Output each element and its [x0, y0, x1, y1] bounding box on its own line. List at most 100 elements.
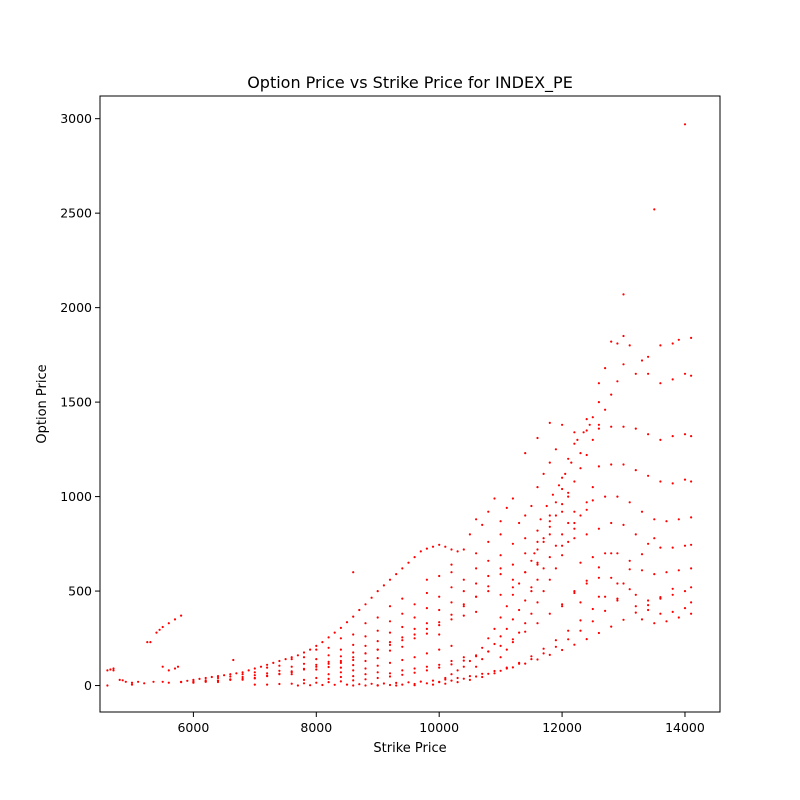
data-point	[388, 605, 392, 608]
data-point	[622, 618, 625, 621]
data-point	[536, 561, 539, 564]
y-tick-label: 1000	[60, 489, 92, 504]
data-point	[554, 639, 558, 642]
data-point	[296, 684, 299, 687]
data-point	[481, 523, 484, 527]
data-point	[567, 491, 570, 494]
data-point	[585, 579, 588, 582]
data-point	[597, 382, 601, 385]
data-point	[585, 533, 588, 536]
data-point	[505, 605, 508, 608]
data-point	[266, 666, 269, 669]
data-point	[475, 610, 478, 614]
data-point	[561, 423, 564, 426]
data-point	[419, 550, 422, 553]
data-point	[511, 641, 514, 644]
data-point	[401, 673, 404, 676]
data-point	[315, 663, 318, 666]
data-point	[388, 631, 392, 634]
data-point	[137, 680, 140, 683]
data-point	[438, 680, 441, 683]
data-point	[413, 656, 416, 659]
data-point	[570, 461, 573, 464]
data-point	[530, 655, 533, 658]
data-point	[683, 123, 687, 126]
data-point	[364, 684, 367, 687]
data-point	[591, 416, 594, 419]
data-point	[622, 363, 625, 366]
data-point	[548, 514, 551, 517]
data-point	[690, 586, 693, 589]
data-point	[536, 601, 539, 604]
data-point	[266, 674, 269, 677]
data-point	[266, 683, 269, 686]
data-point	[548, 556, 551, 559]
data-point	[628, 588, 631, 591]
data-point	[130, 681, 134, 684]
data-point	[241, 671, 244, 674]
data-point	[616, 495, 619, 498]
data-point	[352, 615, 355, 618]
data-point	[146, 641, 149, 644]
data-point	[542, 537, 545, 540]
data-point	[659, 546, 662, 549]
data-point	[315, 658, 318, 661]
data-point	[640, 510, 644, 513]
data-point	[487, 559, 490, 562]
data-point	[327, 681, 330, 684]
data-point	[524, 452, 527, 455]
data-point	[573, 591, 576, 595]
data-point	[395, 573, 398, 576]
data-point	[610, 521, 613, 525]
data-point	[302, 662, 306, 665]
data-point	[444, 676, 447, 680]
data-point	[548, 461, 551, 464]
data-point	[567, 495, 570, 498]
data-point	[677, 569, 680, 572]
data-point	[475, 665, 478, 668]
data-point	[315, 648, 318, 651]
data-point	[683, 372, 687, 375]
data-point	[235, 672, 238, 675]
data-point	[173, 667, 177, 670]
data-point	[610, 625, 613, 628]
data-point	[671, 435, 674, 438]
data-point	[690, 516, 693, 519]
data-point	[425, 622, 428, 625]
data-point	[395, 681, 398, 685]
data-point	[339, 637, 342, 640]
data-point	[542, 567, 545, 570]
data-point	[388, 578, 392, 581]
data-point	[450, 644, 453, 648]
data-point	[118, 678, 121, 682]
data-point	[425, 632, 428, 635]
data-point	[321, 683, 324, 687]
data-point	[499, 573, 502, 576]
data-point	[573, 643, 576, 646]
data-point	[167, 669, 170, 672]
data-point	[438, 543, 441, 546]
data-point	[487, 540, 490, 544]
data-point	[561, 503, 564, 506]
data-point	[505, 506, 508, 509]
data-point	[683, 544, 687, 547]
data-point	[545, 504, 548, 508]
data-point	[462, 659, 465, 662]
data-point	[339, 671, 342, 674]
data-point	[604, 595, 607, 598]
data-point	[266, 672, 269, 675]
data-point	[352, 675, 355, 678]
data-point	[376, 671, 379, 674]
data-point	[413, 637, 416, 640]
data-point	[450, 586, 453, 589]
data-point	[530, 504, 533, 508]
data-point	[259, 665, 263, 668]
data-point	[610, 393, 613, 396]
data-point	[548, 612, 551, 615]
data-point	[401, 658, 404, 662]
data-point	[180, 614, 183, 617]
data-point	[647, 542, 650, 545]
data-point	[597, 401, 601, 404]
data-point	[149, 641, 152, 644]
data-point	[425, 665, 428, 668]
